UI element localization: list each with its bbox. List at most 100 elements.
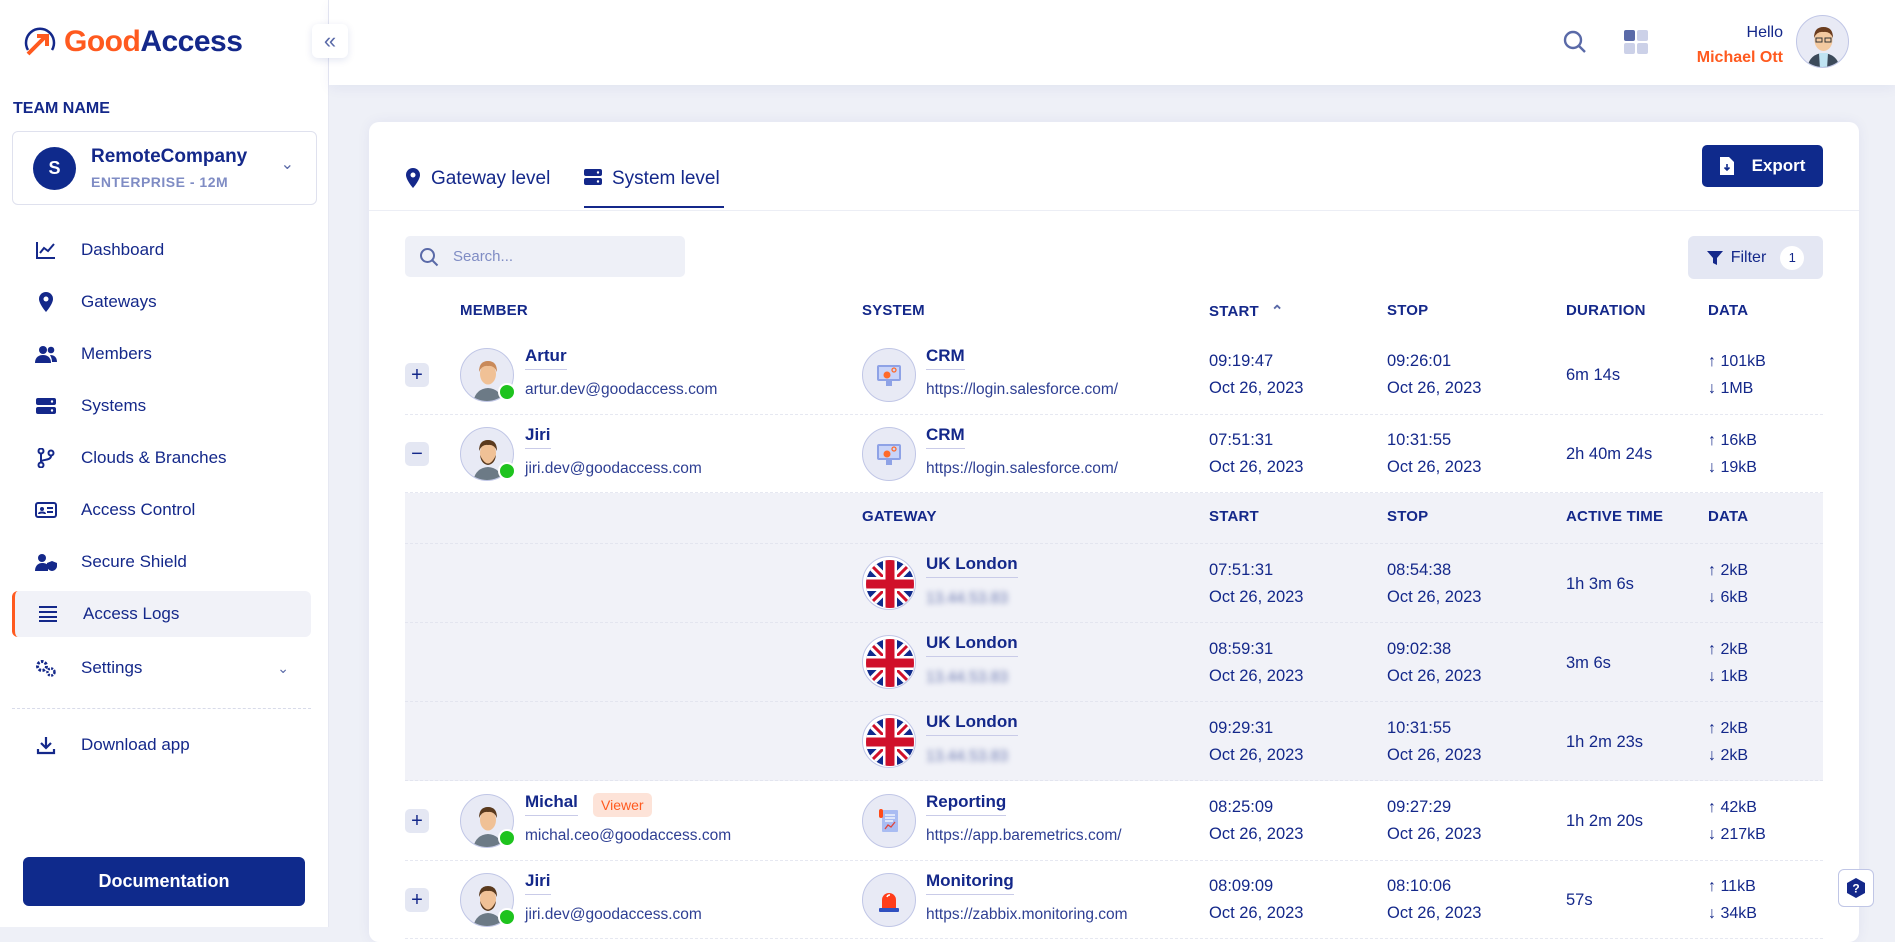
gateway-row: UK London 13.44.53.83 08:59:31 Oct 26, 2023… bbox=[405, 623, 1823, 702]
member-name-link[interactable]: Michal bbox=[525, 792, 578, 816]
sidebar-item-members[interactable]: Members bbox=[12, 331, 311, 377]
gateway-ip: 13.44.53.83 bbox=[926, 590, 1008, 607]
system-name-link[interactable]: Reporting bbox=[926, 792, 1007, 816]
download-amount: 19kB bbox=[1720, 459, 1757, 476]
start-date: Oct 26, 2023 bbox=[1209, 825, 1304, 843]
chevron-down-icon: ⌄ bbox=[277, 659, 289, 676]
member-name-link[interactable]: Jiri bbox=[525, 871, 551, 895]
uk-flag-icon bbox=[862, 635, 916, 689]
expand-row-button[interactable]: + bbox=[405, 888, 429, 912]
sidebar-item-settings[interactable]: Settings ⌄ bbox=[12, 645, 311, 691]
stop-time: 10:31:55 bbox=[1387, 431, 1452, 449]
download-app-link[interactable]: Download app bbox=[12, 722, 311, 768]
stop-time-cell: 10:31:55 Oct 26, 2023 bbox=[1387, 427, 1481, 481]
download-amount: 1MB bbox=[1720, 380, 1754, 397]
start-time: 08:59:31 bbox=[1209, 639, 1274, 658]
collapse-sidebar-button[interactable]: « bbox=[312, 24, 348, 58]
filter-label: Filter bbox=[1730, 248, 1767, 266]
member-email: jiri.dev@goodaccess.com bbox=[525, 460, 702, 477]
download-arrow-icon: ↓ bbox=[1708, 826, 1716, 843]
help-button[interactable]: ? bbox=[1838, 869, 1874, 907]
collapse-row-button[interactable]: − bbox=[405, 442, 429, 466]
download-amount: 2kB bbox=[1720, 746, 1749, 764]
expand-row-button[interactable]: + bbox=[405, 363, 429, 387]
user-avatar[interactable] bbox=[1796, 15, 1849, 68]
sidebar-item-secure-shield[interactable]: Secure Shield bbox=[12, 539, 311, 585]
sidebar-item-systems[interactable]: Systems bbox=[12, 383, 311, 429]
chart-line-icon bbox=[34, 241, 58, 259]
data-transfer-cell: ↑ 101kB ↓ 1MB bbox=[1708, 348, 1766, 402]
start-time-cell: 07:51:31 Oct 26, 2023 bbox=[1209, 557, 1303, 611]
upload-amount: 2kB bbox=[1720, 640, 1749, 658]
tab-gateway-level[interactable]: Gateway level bbox=[405, 156, 550, 208]
branch-icon bbox=[34, 448, 58, 468]
duration-cell: 6m 14s bbox=[1566, 366, 1621, 384]
filter-button[interactable]: Filter 1 bbox=[1688, 236, 1823, 279]
column-header-member[interactable]: MEMBER bbox=[460, 302, 528, 319]
system-name-link[interactable]: Monitoring bbox=[926, 871, 1014, 895]
download-arrow-icon: ↓ bbox=[1708, 380, 1716, 397]
download-amount: 34kB bbox=[1720, 905, 1757, 922]
column-header-stop[interactable]: STOP bbox=[1387, 302, 1429, 319]
system-icon-crm-icon bbox=[862, 348, 916, 402]
export-button[interactable]: Export bbox=[1702, 145, 1823, 187]
online-status-dot bbox=[498, 383, 516, 401]
search-icon[interactable] bbox=[1562, 29, 1588, 55]
gears-icon bbox=[34, 659, 58, 677]
goodaccess-logo[interactable]: GoodAccess bbox=[22, 24, 243, 60]
expand-row-button[interactable]: + bbox=[405, 809, 429, 833]
column-header-start[interactable]: START ⌃ bbox=[1209, 302, 1284, 320]
tabs-divider bbox=[369, 210, 1859, 211]
download-arrow-icon: ↓ bbox=[1708, 746, 1716, 764]
member-name-link[interactable]: Artur bbox=[525, 346, 567, 370]
sidebar-item-access-logs[interactable]: Access Logs bbox=[12, 591, 311, 637]
documentation-button[interactable]: Documentation bbox=[23, 857, 305, 906]
start-time: 07:51:31 bbox=[1209, 560, 1274, 579]
online-status-dot bbox=[498, 829, 516, 847]
start-time-cell: 08:09:09 Oct 26, 2023 bbox=[1209, 873, 1303, 927]
sidebar-item-label: Members bbox=[81, 344, 152, 363]
system-icon-report-icon bbox=[862, 794, 916, 848]
system-name-link[interactable]: CRM bbox=[926, 425, 965, 449]
gateway-name-link[interactable]: UK London bbox=[926, 633, 1018, 657]
uk-flag-icon bbox=[862, 714, 916, 768]
member-name-link[interactable]: Jiri bbox=[525, 425, 551, 449]
gateway-row: UK London 13.44.53.83 09:29:31 Oct 26, 2023… bbox=[405, 702, 1823, 781]
sidebar-item-access-control[interactable]: Access Control bbox=[12, 487, 311, 533]
data-transfer-cell: ↑ 42kB ↓ 217kB bbox=[1708, 794, 1766, 848]
system-name-link[interactable]: CRM bbox=[926, 346, 965, 370]
stop-date: Oct 26, 2023 bbox=[1387, 904, 1482, 922]
system-icon-alarm-icon bbox=[862, 873, 916, 927]
stop-time: 09:27:29 bbox=[1387, 798, 1452, 816]
sidebar-item-clouds-branches[interactable]: Clouds & Branches bbox=[12, 435, 311, 481]
gateway-name-link[interactable]: UK London bbox=[926, 712, 1018, 736]
system-url: https://login.salesforce.com/ bbox=[926, 460, 1119, 477]
data-transfer-cell: ↑ 16kB ↓ 19kB bbox=[1708, 427, 1757, 481]
column-header-duration[interactable]: DURATION bbox=[1566, 302, 1646, 319]
sidebar-item-gateways[interactable]: Gateways bbox=[12, 279, 311, 325]
column-header-data[interactable]: DATA bbox=[1708, 302, 1749, 319]
upload-arrow-icon: ↑ bbox=[1708, 432, 1716, 449]
logo-arrow-icon bbox=[24, 27, 56, 56]
duration-cell: 2h 40m 24s bbox=[1566, 445, 1653, 463]
search-box[interactable] bbox=[405, 236, 685, 277]
map-pin-icon bbox=[34, 292, 58, 312]
gateway-name-link[interactable]: UK London bbox=[926, 554, 1018, 578]
stop-date: Oct 26, 2023 bbox=[1387, 379, 1482, 397]
apps-grid-icon[interactable] bbox=[1623, 29, 1649, 55]
download-icon bbox=[34, 735, 58, 755]
user-greeting[interactable]: Hello Michael Ott bbox=[1697, 20, 1783, 70]
tab-system-level[interactable]: System level bbox=[584, 156, 724, 208]
search-input[interactable] bbox=[453, 248, 653, 265]
system-url: https://login.salesforce.com/ bbox=[926, 381, 1119, 398]
stop-date: Oct 26, 2023 bbox=[1387, 458, 1482, 476]
column-header-system[interactable]: SYSTEM bbox=[862, 302, 925, 319]
start-time: 07:51:31 bbox=[1209, 431, 1274, 449]
team-selector[interactable]: S RemoteCompany ENTERPRISE - 12M ⌄ bbox=[12, 131, 317, 205]
sub-column-header-data: DATA bbox=[1708, 508, 1749, 525]
map-pin-icon bbox=[406, 168, 420, 188]
stop-time-cell: 09:02:38 Oct 26, 2023 bbox=[1387, 636, 1481, 690]
stop-time: 09:26:01 bbox=[1387, 352, 1452, 370]
sidebar-item-dashboard[interactable]: Dashboard bbox=[12, 227, 311, 273]
sidebar: GoodAccess TEAM NAME S RemoteCompany ENT… bbox=[0, 0, 329, 927]
